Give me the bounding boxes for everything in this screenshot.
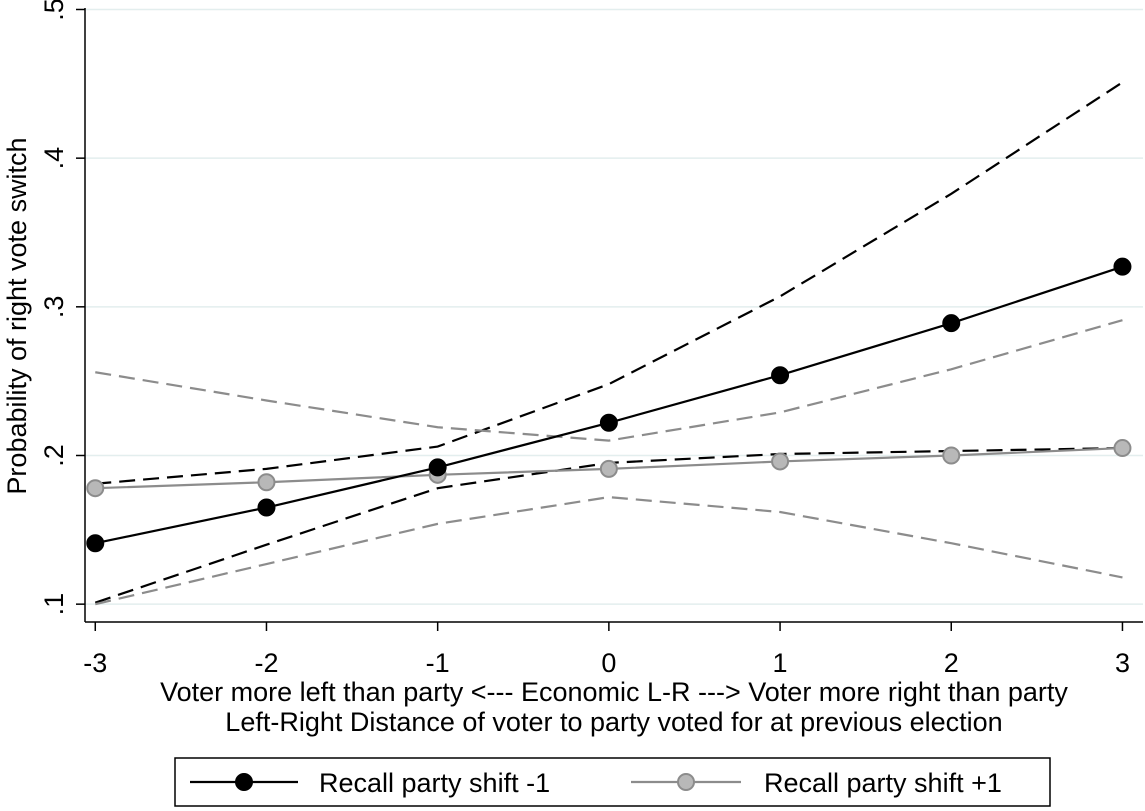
legend-label-series-2: Recall party shift +1 — [764, 768, 1002, 798]
y-tick-label: .4 — [39, 147, 69, 170]
series-2-point — [257, 473, 276, 492]
series-1-point — [599, 413, 618, 432]
x-tick-label: -3 — [83, 648, 107, 678]
series-1-point — [428, 458, 447, 477]
y-tick-label: .1 — [39, 593, 69, 616]
x-axis-title: Voter more left than party <--- Economic… — [160, 677, 1068, 707]
series-2-ci-lower — [95, 496, 1123, 606]
legend-label-series-1: Recall party shift -1 — [319, 768, 550, 798]
series-2-point — [942, 446, 961, 465]
series-2-point — [599, 459, 618, 478]
series-1-line — [95, 265, 1123, 545]
series-1-point — [942, 314, 961, 333]
y-tick-label: .2 — [39, 444, 69, 467]
series-1-point — [771, 366, 790, 385]
legend-key-marker-series-1 — [235, 773, 253, 791]
x-tick-label: 1 — [773, 648, 788, 678]
x-tick-label: -1 — [426, 648, 450, 678]
legend-key-marker-series-2 — [677, 773, 695, 791]
y-tick-label: .5 — [39, 0, 69, 21]
grid-lines — [85, 8, 1143, 605]
x-tick-label: 3 — [1115, 648, 1130, 678]
y-axis-title: Probability of right vote switch — [2, 137, 32, 494]
series-2-ci-upper — [95, 319, 1123, 442]
confidence-bands — [94, 81, 1124, 606]
x-tick-label: 0 — [601, 648, 616, 678]
series-2-point — [771, 452, 790, 471]
series-2-point — [1113, 439, 1132, 458]
y-tick-label: .3 — [39, 296, 69, 319]
x-tick-label: 2 — [944, 648, 959, 678]
series-markers — [86, 257, 1132, 553]
series-2-point — [86, 479, 105, 498]
x-axis-subtitle: Left-Right Distance of voter to party vo… — [225, 707, 1002, 737]
series-1-point — [257, 498, 276, 517]
x-tick-label: -2 — [254, 648, 278, 678]
series-1-point — [86, 534, 105, 553]
axes: .1 .2 .3 .4 .5 -3 -2 -1 0 1 2 3 — [39, 0, 1143, 678]
legend: Recall party shift -1 Recall party shift… — [174, 757, 1051, 807]
series-1-point — [1113, 257, 1132, 276]
legend-box — [174, 757, 1051, 807]
series-1-ci-upper — [95, 81, 1124, 485]
series-lines — [95, 265, 1123, 545]
